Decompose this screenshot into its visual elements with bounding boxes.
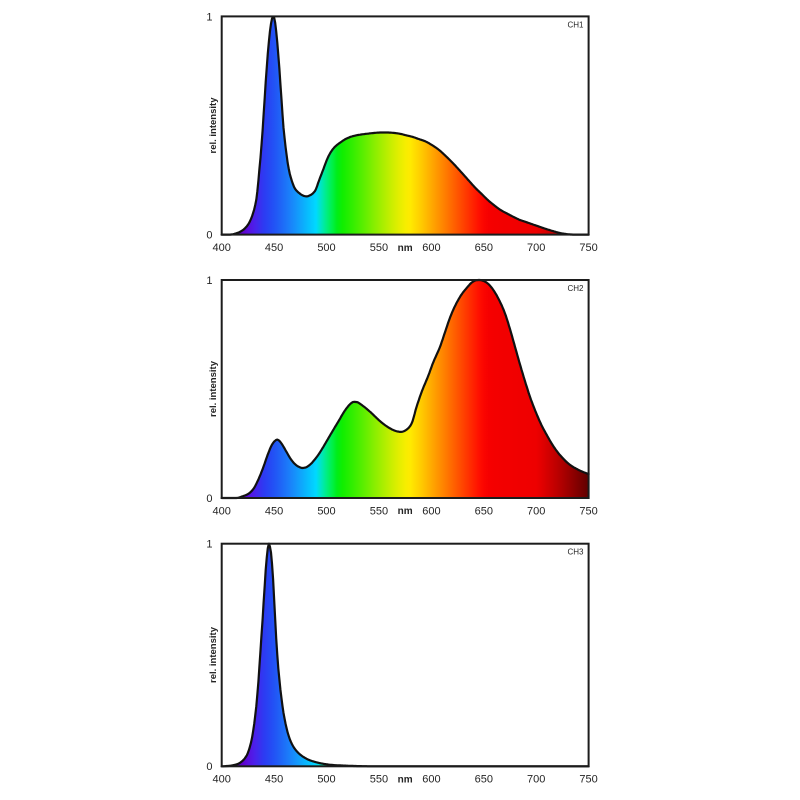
svg-text:0: 0 xyxy=(206,761,212,773)
svg-text:CH1: CH1 xyxy=(567,20,584,29)
svg-text:450: 450 xyxy=(265,242,283,254)
svg-text:400: 400 xyxy=(213,505,231,517)
svg-text:650: 650 xyxy=(475,774,493,786)
svg-text:750: 750 xyxy=(579,774,597,786)
svg-text:650: 650 xyxy=(475,242,493,254)
svg-text:550: 550 xyxy=(370,242,388,254)
svg-text:450: 450 xyxy=(265,505,283,517)
svg-text:450: 450 xyxy=(265,774,283,786)
svg-text:600: 600 xyxy=(422,505,440,517)
svg-text:500: 500 xyxy=(317,242,335,254)
svg-text:400: 400 xyxy=(213,774,231,786)
svg-text:500: 500 xyxy=(317,774,335,786)
svg-text:rel. intensity: rel. intensity xyxy=(208,97,219,154)
svg-text:750: 750 xyxy=(579,242,597,254)
svg-text:CH2: CH2 xyxy=(567,284,584,293)
svg-text:1: 1 xyxy=(206,539,212,551)
svg-text:400: 400 xyxy=(213,242,231,254)
svg-text:700: 700 xyxy=(527,505,545,517)
svg-text:650: 650 xyxy=(475,505,493,517)
svg-text:750: 750 xyxy=(579,505,597,517)
svg-text:rel. intensity: rel. intensity xyxy=(208,360,219,417)
svg-text:550: 550 xyxy=(370,774,388,786)
svg-text:1: 1 xyxy=(206,275,212,287)
svg-text:0: 0 xyxy=(206,493,212,505)
svg-text:CH3: CH3 xyxy=(567,548,584,557)
svg-text:500: 500 xyxy=(317,505,335,517)
svg-text:600: 600 xyxy=(422,242,440,254)
svg-text:700: 700 xyxy=(527,242,545,254)
svg-text:nm: nm xyxy=(398,775,413,786)
svg-text:700: 700 xyxy=(527,774,545,786)
svg-text:600: 600 xyxy=(422,774,440,786)
svg-text:0: 0 xyxy=(206,230,212,242)
svg-text:550: 550 xyxy=(370,505,388,517)
svg-text:nm: nm xyxy=(398,243,413,254)
svg-text:1: 1 xyxy=(206,11,212,23)
svg-text:nm: nm xyxy=(398,506,413,517)
svg-text:rel. intensity: rel. intensity xyxy=(208,626,219,683)
